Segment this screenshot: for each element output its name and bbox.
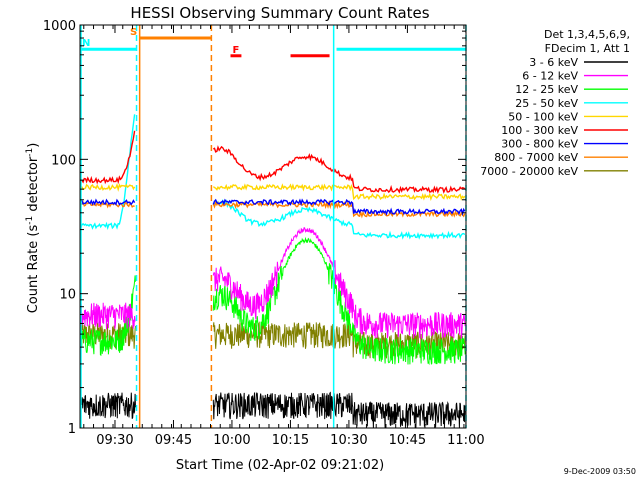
legend: Det 1,3,4,5,6,9, FDecim 1, Att 1 3 - 6 k… — [480, 28, 630, 178]
x-tick-label-0: 09:30 — [96, 433, 133, 448]
y-tick-label-0: 1 — [68, 422, 76, 437]
x-tick-label-1: 09:45 — [155, 433, 192, 448]
series-line-100-300-kev — [80, 130, 466, 195]
axes: 1 10 100 1000 09:30 09:45 10:00 10:15 10:30 10:45… — [43, 19, 485, 448]
legend-label-3-6-kev: 3 - 6 keV — [529, 56, 578, 69]
flag-label-0: S — [130, 27, 137, 38]
x-tick-label-4: 10:30 — [330, 433, 367, 448]
legend-label-800-7000-kev: 800 - 7000 keV — [494, 151, 578, 164]
legend-label-50-100-kev: 50 - 100 keV — [508, 110, 578, 123]
series-line-3-6-kev — [80, 391, 466, 428]
legend-label-25-50-kev: 25 - 50 keV — [515, 97, 578, 110]
x-axis-label: Start Time (02-Apr-02 09:21:02) — [176, 458, 384, 473]
x-tick-label-2: 10:00 — [213, 433, 250, 448]
chart-title: HESSI Observing Summary Count Rates — [130, 4, 429, 22]
series-line-25-50-kev — [80, 114, 466, 240]
y-tick-label-2: 100 — [51, 153, 76, 168]
y-axis-label-mid: detector — [26, 156, 41, 216]
legend-label-12-25-kev: 12 - 25 keV — [515, 83, 578, 96]
flag-label-1: N — [82, 38, 90, 49]
y-axis-label-main: Count Rate (s — [26, 225, 41, 314]
plot-frame — [79, 24, 467, 429]
series-line-50-100-kev — [80, 182, 466, 202]
x-tick-label-6: 11:00 — [447, 433, 484, 448]
plot-series-group — [80, 114, 466, 428]
y-tick-label-1: 10 — [59, 288, 76, 303]
legend-label-6-12-kev: 6 - 12 keV — [522, 70, 578, 83]
legend-label-300-800-kev: 300 - 800 keV — [501, 138, 578, 151]
series-line-12-25-kev — [80, 236, 466, 366]
legend-header-2: FDecim 1, Att 1 — [545, 42, 630, 55]
y-axis-label: Count Rate (s-1 detector-1) — [25, 143, 41, 314]
series-line-6-12-kev — [80, 227, 466, 340]
x-tick-label-3: 10:15 — [272, 433, 309, 448]
legend-label-7000-20000-kev: 7000 - 20000 keV — [480, 165, 578, 178]
y-axis-label-sup2: -1 — [25, 148, 35, 157]
flag-label-3: F — [233, 45, 240, 56]
legend-header-1: Det 1,3,4,5,6,9, — [544, 28, 630, 41]
y-tick-label-3: 1000 — [43, 19, 76, 34]
y-axis-label-sup1: -1 — [25, 216, 35, 225]
plot-area: S N F — [80, 25, 467, 428]
y-axis-label-end: ) — [26, 143, 41, 148]
legend-label-100-300-kev: 100 - 300 keV — [501, 124, 578, 137]
x-tick-label-5: 10:45 — [389, 433, 426, 448]
series-line-300-800-kev — [80, 198, 466, 217]
footer-timestamp: 9-Dec-2009 03:50 — [564, 467, 636, 476]
